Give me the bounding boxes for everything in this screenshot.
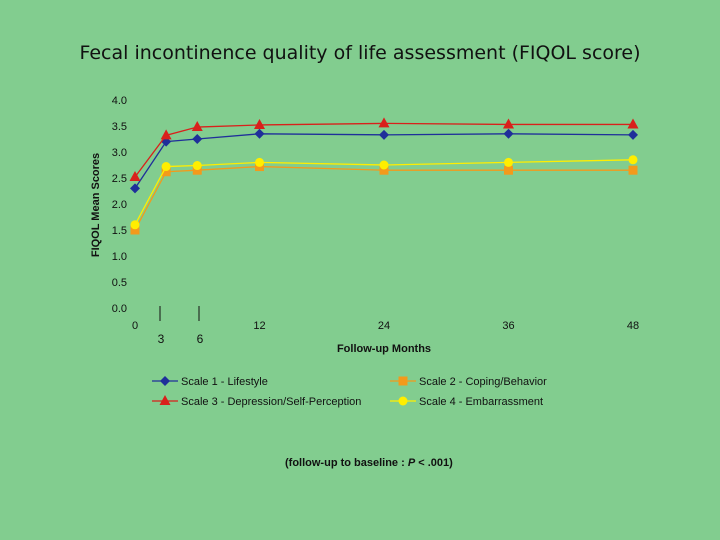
footnote-prefix: (follow-up to baseline :: [285, 457, 408, 469]
legend-label: Scale 2 - Coping/Behavior: [419, 376, 547, 388]
x-tick-label: 48: [627, 320, 639, 332]
legend-marker: [160, 376, 170, 386]
footnote-suffix: < .001): [415, 457, 453, 469]
data-point: [378, 117, 390, 128]
significance-footnote: (follow-up to baseline : P < .001): [285, 457, 453, 469]
data-point: [129, 170, 141, 181]
legend-marker: [398, 396, 408, 406]
chart-series: [129, 117, 639, 235]
data-point: [130, 220, 140, 230]
series-diamond: [130, 128, 638, 194]
x-axis-label: Follow-up Months: [337, 343, 431, 355]
y-tick-label: 2.0: [112, 199, 127, 211]
data-point: [379, 160, 389, 170]
data-point: [503, 118, 514, 129]
data-point: [130, 183, 140, 194]
data-point: [504, 157, 513, 167]
x-tick-label: 3: [158, 332, 165, 346]
legend-marker: [398, 376, 408, 386]
y-tick-label: 0.0: [112, 303, 127, 315]
data-point: [254, 118, 265, 129]
data-point: [628, 155, 638, 165]
y-tick-label: 2.5: [112, 173, 127, 185]
data-point: [628, 129, 638, 140]
data-point: [627, 118, 639, 129]
x-tick-label: 36: [502, 320, 514, 332]
legend-item: Scale 1 - Lifestyle: [152, 376, 268, 388]
legend-item: Scale 2 - Coping/Behavior: [390, 376, 547, 388]
x-tick-label: 6: [197, 332, 204, 346]
legend-label: Scale 4 - Embarrassment: [419, 396, 543, 408]
data-point: [379, 165, 389, 175]
chart-legend: Scale 1 - Lifestyle Scale 2 - Coping/Beha…: [152, 376, 547, 408]
x-tick-label: 24: [378, 320, 390, 332]
y-tick-label: 1.5: [112, 225, 127, 237]
legend-label: Scale 3 - Depression/Self-Perception: [181, 396, 361, 408]
legend-item: Scale 3 - Depression/Self-Perception: [152, 395, 361, 408]
series-line: [134, 165, 633, 231]
legend-marker: [159, 395, 171, 405]
y-tick-label: 0.5: [112, 277, 127, 289]
data-point: [161, 167, 171, 177]
data-point: [503, 128, 514, 139]
series-triangle: [129, 117, 639, 181]
data-point: [192, 165, 202, 175]
data-point: [254, 128, 265, 139]
data-point: [191, 121, 203, 132]
data-point: [161, 162, 171, 172]
y-tick-label: 3.5: [112, 121, 127, 133]
series-square: [130, 162, 638, 235]
x-tick-label: 12: [253, 320, 265, 332]
chart-axes: 0.0 0.5 1.0 1.5 2.0 2.5 3.0 3.5 4.0 FIQOL Mean Sc…: [90, 95, 639, 355]
data-point: [192, 134, 203, 144]
series-circle: [130, 155, 638, 230]
y-axis-label: FIQOL Mean Scores: [90, 153, 102, 257]
data-point: [192, 161, 202, 171]
legend-label: Scale 1 - Lifestyle: [181, 376, 268, 388]
data-point: [504, 165, 513, 175]
y-tick-label: 4.0: [112, 95, 127, 107]
data-point: [379, 129, 389, 140]
y-tick-label: 1.0: [112, 251, 127, 263]
data-point: [628, 165, 638, 175]
y-tick-label: 3.0: [112, 147, 127, 159]
slide-title: Fecal incontinence quality of life asses…: [79, 42, 641, 64]
x-tick-label: 0: [132, 320, 138, 332]
data-point: [130, 225, 140, 235]
data-point: [255, 157, 264, 167]
footnote-p: P: [407, 457, 416, 469]
data-point: [160, 129, 172, 140]
legend-item: Scale 4 - Embarrassment: [390, 396, 543, 408]
